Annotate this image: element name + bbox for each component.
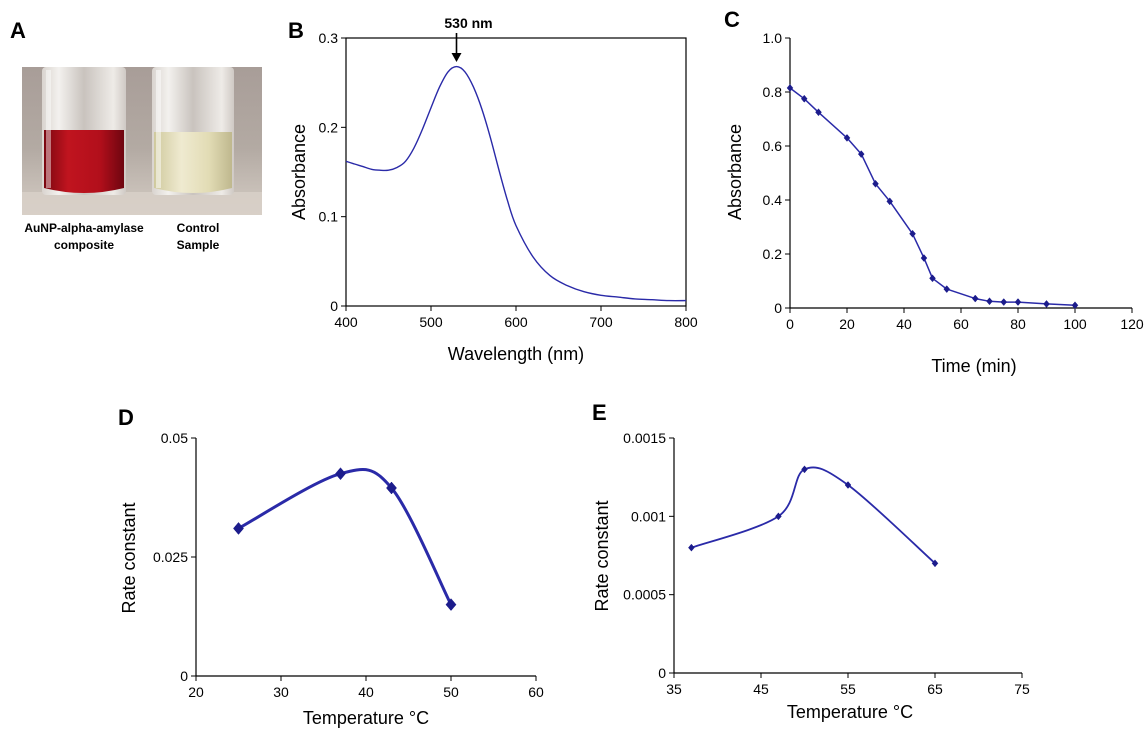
y-tick-label: 0.05	[161, 430, 188, 446]
x-tick-label: 100	[1063, 316, 1087, 332]
caption-control-line1: Control	[177, 221, 220, 235]
data-point-marker	[909, 229, 916, 238]
absorbance-time-chart: 0 20 40 60 80 100 120 0 0.2 0.4 0.6 0.8 1.0 Time (min…	[725, 30, 1144, 376]
x-axis-title: Time (min)	[931, 356, 1016, 376]
panel-letter-b: B	[288, 18, 304, 43]
series-line	[237, 468, 453, 606]
x-tick-label: 55	[840, 681, 856, 697]
data-point-marker	[1014, 298, 1022, 306]
y-tick-label: 0.4	[763, 192, 783, 208]
y-tick-label: 0.025	[153, 549, 188, 565]
y-tick-label: 0	[774, 300, 782, 316]
data-point-marker	[233, 522, 244, 535]
x-tick-label: 800	[674, 314, 698, 330]
x-tick-label: 40	[896, 316, 912, 332]
data-point-marker	[386, 481, 397, 495]
data-point-marker	[801, 465, 808, 474]
data-point-marker	[929, 274, 936, 283]
data-point-marker	[971, 294, 979, 303]
data-point-marker	[800, 94, 808, 103]
x-tick-label: 600	[504, 314, 528, 330]
x-tick-label: 60	[528, 684, 544, 700]
y-tick-label: 0.001	[631, 508, 666, 524]
x-tick-label: 30	[273, 684, 289, 700]
data-point-marker	[335, 467, 346, 481]
data-point-marker	[857, 150, 865, 158]
y-tick-label: 0.2	[319, 119, 339, 135]
x-tick-label: 0	[786, 316, 794, 332]
data-point-marker	[1000, 298, 1008, 306]
peak-arrow-head	[451, 53, 462, 62]
data-point-marker	[688, 543, 695, 552]
data-point-marker	[786, 84, 794, 92]
x-tick-label: 120	[1120, 316, 1144, 332]
x-tick-label: 45	[753, 681, 769, 697]
y-axis-title: Absorbance	[289, 124, 309, 220]
data-point-marker	[445, 598, 457, 611]
caption-control-line2: Sample	[177, 238, 220, 252]
absorbance-spectrum-chart: 400 500 600 700 800 0 0.1 0.2 0.3 Wavelength (nm)…	[289, 15, 698, 364]
data-point-marker	[843, 134, 851, 142]
data-point-marker	[815, 108, 822, 117]
x-tick-label: 20	[839, 316, 855, 332]
gold-nanoparticle-vial	[42, 67, 126, 195]
caption-composite-line2: composite	[54, 238, 114, 252]
panel-letter-e: E	[592, 400, 607, 425]
x-tick-label: 65	[927, 681, 943, 697]
data-point-marker	[1043, 300, 1050, 308]
y-tick-label: 0.3	[319, 30, 339, 46]
data-point-marker	[931, 559, 939, 568]
rate-temperature-chart-d: 20 30 40 50 60 0 0.025 0.05 Temperature °C Rate c…	[119, 430, 544, 728]
control-vial	[152, 67, 234, 195]
peak-annotation: 530 nm	[444, 15, 492, 31]
y-tick-label: 0.1	[319, 209, 339, 225]
data-point-marker	[920, 254, 928, 262]
rate-temperature-chart-e: 35 45 55 65 75 0 0.0005 0.001 0.0015 Temperature …	[592, 430, 1030, 722]
x-tick-label: 50	[443, 684, 459, 700]
x-tick-label: 700	[589, 314, 613, 330]
panel-letter-d: D	[118, 405, 134, 430]
y-tick-label: 0	[658, 665, 666, 681]
data-point-marker	[943, 285, 951, 293]
x-tick-label: 35	[666, 681, 682, 697]
y-tick-label: 0.0015	[623, 430, 666, 446]
x-tick-label: 500	[419, 314, 443, 330]
data-point-marker	[844, 481, 852, 489]
y-axis-title: Rate constant	[119, 502, 139, 613]
x-tick-label: 20	[188, 684, 204, 700]
y-tick-label: 0.2	[763, 246, 783, 262]
red-liquid	[44, 130, 124, 193]
panel-letter-c: C	[724, 7, 740, 32]
y-tick-label: 0.0005	[623, 587, 666, 603]
vials-photo	[22, 67, 262, 215]
y-tick-label: 0	[180, 668, 188, 684]
x-axis-title: Temperature °C	[787, 702, 913, 722]
x-axis-title: Wavelength (nm)	[448, 344, 584, 364]
y-tick-label: 0.8	[763, 84, 783, 100]
x-tick-label: 80	[1010, 316, 1026, 332]
series-line	[345, 65, 687, 302]
y-tick-label: 0	[330, 298, 338, 314]
x-axis-title: Temperature °C	[303, 708, 429, 728]
data-point-marker	[1071, 301, 1079, 310]
x-tick-label: 60	[953, 316, 969, 332]
pale-liquid	[154, 132, 232, 193]
caption-composite-line1: AuNP-alpha-amylase	[24, 221, 144, 235]
y-axis-title: Absorbance	[725, 124, 745, 220]
plot-frame	[345, 37, 687, 307]
data-point-marker	[986, 297, 993, 306]
y-tick-label: 0.6	[763, 138, 783, 154]
x-tick-label: 75	[1014, 681, 1030, 697]
x-tick-label: 40	[358, 684, 374, 700]
x-tick-label: 400	[334, 314, 358, 330]
data-point-marker	[886, 197, 894, 206]
series-line	[691, 466, 936, 564]
series-line	[789, 87, 1076, 307]
panel-letter-a: A	[10, 18, 26, 43]
data-point-marker	[775, 512, 782, 521]
data-point-marker	[872, 179, 879, 188]
y-tick-label: 1.0	[763, 30, 783, 46]
y-axis-title: Rate constant	[592, 500, 612, 611]
